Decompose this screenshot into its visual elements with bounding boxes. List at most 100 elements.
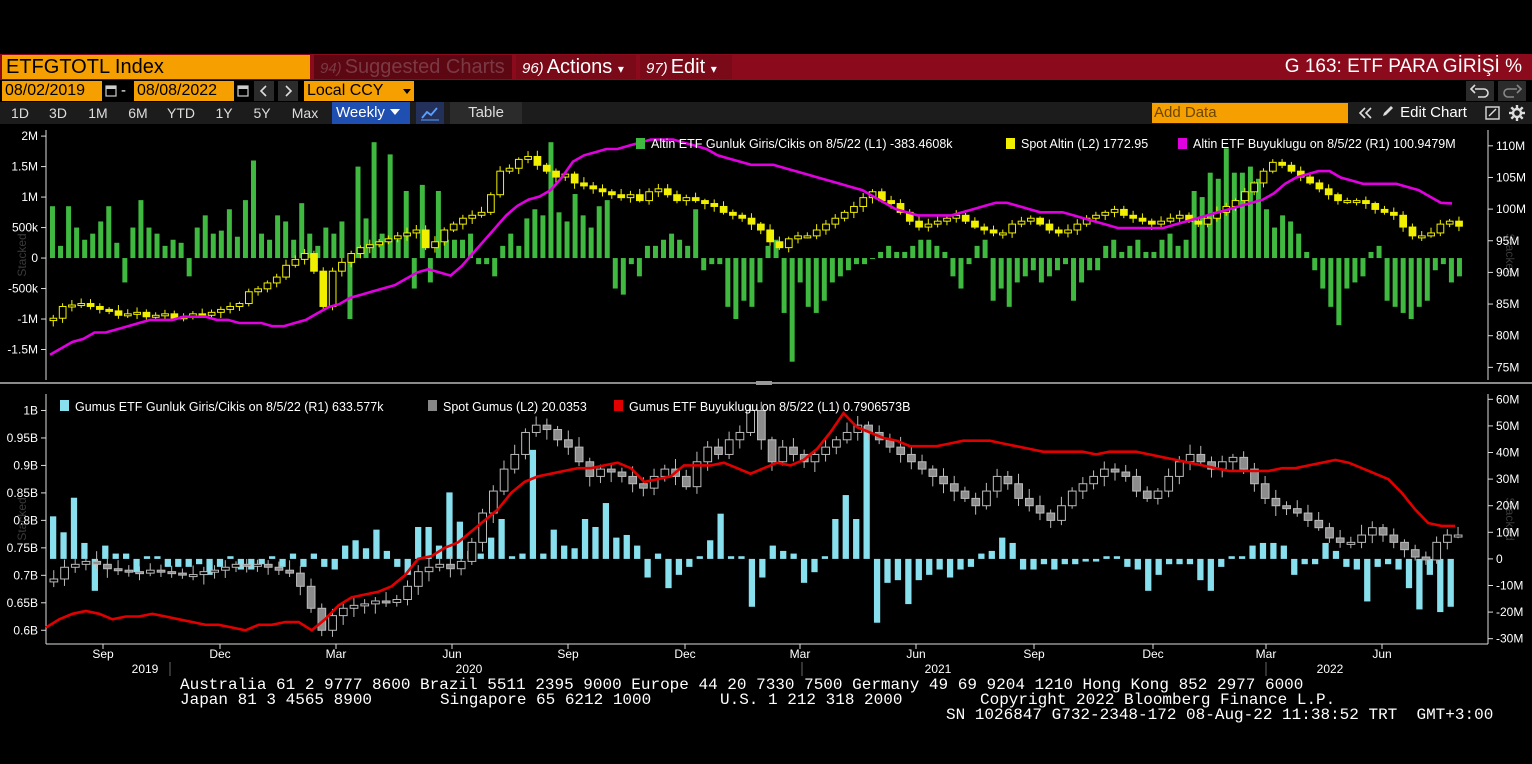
bottom-panel: Stacked Stacked 1B 0.95B 0.9B 0.85B 0.8B 0.75B 0… [7,392,1524,645]
chevron-down-icon[interactable] [400,81,414,101]
gear-icon[interactable] [1508,104,1526,122]
silver-flow-bar [727,556,735,559]
silver-candle-body [70,563,80,568]
actions-num: 96) [522,60,544,77]
gold-candle-body [738,214,747,219]
gold-flow-bar [500,245,506,259]
gold-candle-body [887,200,896,205]
right-tick-label: -30M [1496,632,1523,646]
gold-flow-bar [741,258,747,301]
silver-flow-bar [550,529,557,559]
period-ytd[interactable]: YTD [167,105,195,121]
silver-candle-body [81,560,91,565]
silver-flow-bar [957,558,964,570]
silver-candle-body [263,563,273,568]
gold-flow-bar [1151,251,1157,259]
gold-flow-bar [1360,258,1366,277]
gold-flow-bar [1400,258,1406,313]
table-button[interactable]: Table [450,102,522,124]
next-range-button[interactable] [278,81,298,101]
gold-candle-body [1427,232,1435,237]
gold-flow-bar [1054,258,1060,271]
silver-candle-body [703,446,713,463]
actions-menu[interactable]: 96) Actions ▾ [516,55,636,79]
silver-candle-body [1303,512,1313,521]
silver-candle-body [1292,508,1302,514]
period-1m[interactable]: 1M [88,105,108,121]
prev-range-button[interactable] [254,81,274,101]
gold-candle-body [831,217,840,225]
gold-flow-bar [773,239,779,259]
silver-flow-bar [1197,558,1204,581]
gold-flow-bar [797,258,803,283]
end-date-input[interactable]: 08/08/2022 [134,81,234,101]
gold-flow-bar [878,251,884,259]
suggested-charts-button[interactable]: 94) Suggested Charts [314,55,512,79]
silver-flow-bar [248,558,255,570]
silver-candle-body [596,468,605,477]
ticker-field[interactable]: ETFGTOTL Index [2,55,310,79]
left-tick-label: -1.5M [7,343,38,357]
silver-flow-bar [196,558,203,565]
silver-candle-body [1121,471,1131,477]
period-1y[interactable]: 1Y [215,105,233,121]
silver-candle-body [1089,475,1099,485]
right-tick-label: -10M [1496,578,1523,592]
range-dash: - [121,82,126,99]
gold-flow-bar [1191,190,1197,259]
silver-candle-body [1035,505,1045,514]
currency-select[interactable]: Local CCY [304,81,400,101]
start-date-input[interactable]: 08/02/2019 [2,81,102,101]
gold-flow-bar [315,245,321,259]
gold-candle-body [1250,182,1259,193]
period-5y[interactable]: 5Y [253,105,271,121]
gold-flow-bar [451,239,457,259]
period-1d[interactable]: 1D [11,105,29,121]
silver-flow-bar [769,545,776,559]
silver-candle-body [960,490,970,499]
silver-candle-body [842,431,852,441]
silver-flow-bar [759,558,766,578]
gold-flow-bar [122,258,128,283]
frequency-select[interactable]: Weekly [332,102,410,124]
gold-flow-bar [1175,245,1181,259]
silver-flow-bar [362,548,370,559]
silver-flow-bar [102,545,109,559]
period-max[interactable]: Max [291,105,319,121]
calendar-icon[interactable] [104,81,118,101]
silver-flow-bar [216,558,224,567]
gold-candle-body [431,241,439,249]
gold-flow-bar [154,233,160,259]
silver-flow-bar [623,534,630,559]
silver-candle-body [467,541,477,562]
gold-flow-bar [323,227,329,259]
gold-candle-body [1324,188,1333,196]
silver-flow-bar [1416,558,1423,610]
chart-settings-icon[interactable] [1484,104,1502,122]
gold-flow-bar [701,258,707,271]
undo-button[interactable] [1466,81,1494,101]
silver-candle-body [1400,541,1409,551]
calendar-icon[interactable] [236,81,250,101]
gold-candle-body [477,211,486,216]
line-chart-button[interactable] [416,102,444,124]
gold-candle-body [971,220,979,228]
silver-candle-body [381,600,391,604]
edit-menu[interactable]: 97) Edit ▾ [640,55,732,79]
gold-candle-body [859,197,868,207]
gold-flow-bar [299,203,305,259]
gold-flow-bar [347,258,353,320]
gold-candle-body [1436,223,1445,234]
period-3d[interactable]: 3D [49,105,67,121]
silver-candle-body [371,600,380,605]
gold-candle-body [300,253,309,260]
chevron-left-icon [259,85,267,97]
silver-candle-body [435,563,445,568]
period-6m[interactable]: 6M [128,105,148,121]
collapse-icon[interactable] [1354,102,1376,124]
silver-candle-body [531,424,541,433]
add-data-input[interactable]: Add Data [1152,103,1348,123]
silver-flow-bar [300,558,307,567]
edit-chart-button[interactable]: Edit Chart [1380,102,1480,124]
redo-button[interactable] [1498,81,1526,101]
